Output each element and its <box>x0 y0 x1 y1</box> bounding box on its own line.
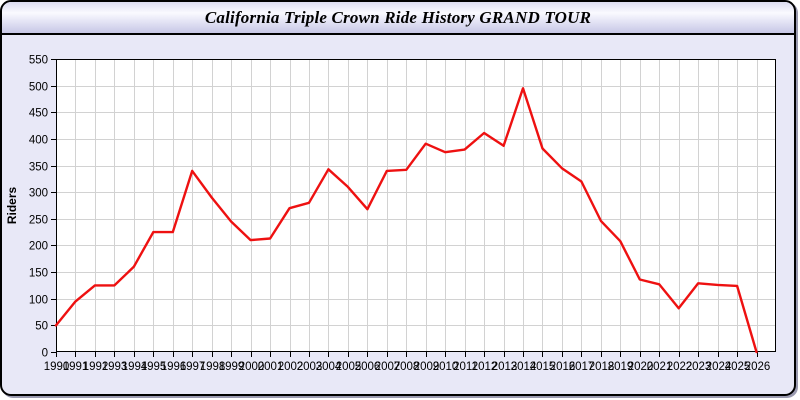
x-tick-label: 2020 <box>628 361 654 373</box>
y-tick-label: 350 <box>29 162 48 174</box>
x-tick-label: 2006 <box>355 361 381 373</box>
x-tick-label: 2004 <box>316 361 342 373</box>
x-tick-label: 2021 <box>647 361 673 373</box>
x-tick-label: 1993 <box>102 361 128 373</box>
x-tick-label: 2000 <box>239 361 265 373</box>
y-tick-label: 50 <box>35 321 48 333</box>
x-tick-label: 1997 <box>180 361 206 373</box>
x-tick-label: 2017 <box>569 361 595 373</box>
x-tick-label: 2015 <box>530 361 556 373</box>
x-tick-label: 2025 <box>725 361 751 373</box>
title-bar: California Triple Crown Ride History GRA… <box>2 2 794 35</box>
y-tick-label: 500 <box>29 82 48 94</box>
y-tick-label: 550 <box>29 55 48 67</box>
y-tick-label: 450 <box>29 108 48 120</box>
x-tick-label: 2016 <box>550 361 576 373</box>
x-tick-label: 2001 <box>258 361 284 373</box>
chart-title: California Triple Crown Ride History GRA… <box>204 7 592 27</box>
y-tick-label: 150 <box>29 268 48 280</box>
x-tick-label: 2003 <box>297 361 323 373</box>
plot-border <box>56 59 776 352</box>
x-tick-label: 2026 <box>745 361 771 373</box>
x-tick-label: 2014 <box>511 361 537 373</box>
x-tick-label: 2005 <box>336 361 362 373</box>
x-axis-labels: 1990199119921993199419951996199719981999… <box>44 361 771 373</box>
riders-line-series <box>54 87 758 354</box>
x-tick-label: 1994 <box>122 361 148 373</box>
x-tick-label: 1991 <box>63 361 89 373</box>
x-tick-label: 2009 <box>414 361 440 373</box>
x-tick-label: 2024 <box>706 361 732 373</box>
y-tick-label: 200 <box>29 241 48 253</box>
axis-ticks <box>51 59 758 357</box>
x-tick-label: 1998 <box>200 361 226 373</box>
x-tick-label: 2010 <box>433 361 459 373</box>
x-tick-label: 1990 <box>44 361 70 373</box>
y-tick-label: 250 <box>29 215 48 227</box>
x-tick-label: 2012 <box>472 361 498 373</box>
x-tick-label: 2011 <box>453 361 478 373</box>
plot-area <box>56 59 776 352</box>
y-tick-label: 300 <box>29 188 48 200</box>
x-tick-label: 1999 <box>219 361 245 373</box>
x-tick-label: 1992 <box>83 361 109 373</box>
x-tick-label: 2018 <box>589 361 615 373</box>
y-tick-label: 400 <box>29 135 48 147</box>
x-tick-label: 2007 <box>375 361 401 373</box>
ride-history-chart: 0 50 100 150 200 250 300 350 400 450 500 550 1990 199… <box>2 35 794 394</box>
chart-svg: 0501001502002503003504004505005501990199… <box>5 55 776 373</box>
x-tick-label: 2023 <box>686 361 712 373</box>
x-tick-label: 2022 <box>667 361 693 373</box>
x-tick-label: 2008 <box>394 361 420 373</box>
gridlines <box>56 59 776 352</box>
y-tick-label: 0 <box>42 348 48 360</box>
y-axis-title: Riders <box>5 187 19 225</box>
x-tick-label: 1996 <box>161 361 187 373</box>
y-tick-label: 100 <box>29 295 48 307</box>
y-axis-labels: 0 50 100 150 200 250 300 350 400 450 500 550 <box>29 55 48 360</box>
x-tick-label: 2019 <box>608 361 634 373</box>
x-tick-label: 1995 <box>141 361 167 373</box>
x-tick-label: 2013 <box>492 361 518 373</box>
x-tick-label: 2002 <box>278 361 304 373</box>
